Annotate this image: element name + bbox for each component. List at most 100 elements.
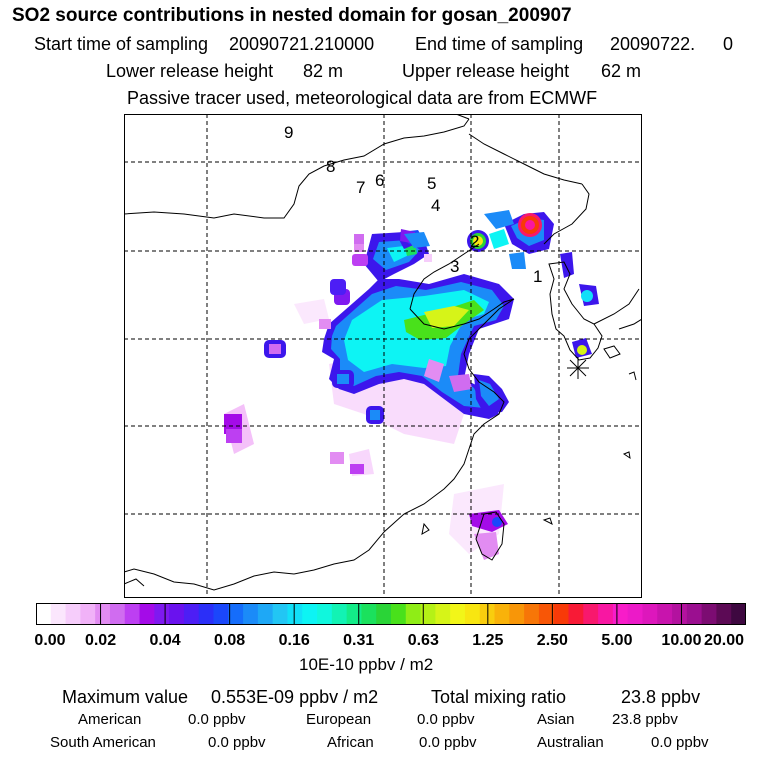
colorbar-cell bbox=[509, 603, 525, 625]
colorbar-cell bbox=[50, 603, 67, 625]
colorbar-tick-label: 20.00 bbox=[703, 632, 745, 649]
grid-lines bbox=[124, 114, 642, 598]
colorbar-cell bbox=[169, 603, 185, 625]
colorbar-cell bbox=[287, 603, 303, 625]
station-label-2: 2 bbox=[470, 232, 479, 251]
colorbar-cell bbox=[598, 603, 614, 625]
colorbar-tick-label: 0.63 bbox=[407, 632, 439, 649]
station-label-9: 9 bbox=[284, 123, 293, 142]
colorbar-cell bbox=[198, 603, 214, 625]
region-value: 23.8 ppbv bbox=[612, 711, 678, 728]
end-time-label: End time of sampling bbox=[415, 34, 584, 54]
colorbar bbox=[36, 603, 746, 625]
colorbar-cell bbox=[686, 603, 703, 625]
colorbar-cell bbox=[553, 603, 569, 625]
colorbar-cell bbox=[612, 603, 629, 625]
region-value: 0.0 ppbv bbox=[651, 734, 709, 751]
region-value: 0.0 ppbv bbox=[417, 711, 475, 728]
colorbar-cell bbox=[420, 603, 436, 625]
region-name: Asian bbox=[537, 711, 575, 728]
colorbar-cell bbox=[627, 603, 643, 625]
colorbar-tick-label: 1.25 bbox=[472, 632, 504, 649]
colorbar-cell bbox=[228, 603, 244, 625]
colorbar-cell bbox=[243, 603, 259, 625]
max-value-label: Maximum value bbox=[62, 687, 189, 707]
region-value: 0.0 ppbv bbox=[208, 734, 266, 751]
colorbar-cell bbox=[257, 603, 274, 625]
colorbar-cell bbox=[95, 603, 111, 625]
colorbar-cell bbox=[657, 603, 673, 625]
colorbar-cell bbox=[731, 603, 746, 625]
colorbar-cell bbox=[450, 603, 466, 625]
colorbar-cell bbox=[272, 603, 288, 625]
region-value: 0.0 ppbv bbox=[419, 734, 477, 751]
upper-height-label: Upper release height bbox=[402, 61, 570, 81]
max-value: 0.553E-09 ppbv / m2 bbox=[211, 687, 379, 707]
region-name: South American bbox=[50, 734, 156, 751]
plume-field bbox=[224, 210, 599, 560]
region-name: African bbox=[327, 734, 374, 751]
colorbar-cell bbox=[331, 603, 348, 625]
colorbar-cell bbox=[583, 603, 599, 625]
upper-height-value: 62 m bbox=[601, 61, 642, 81]
colorbar-cell bbox=[65, 603, 81, 625]
colorbar-cell bbox=[154, 603, 170, 625]
colorbar-cell bbox=[464, 603, 481, 625]
colorbar-tick-label: 0.08 bbox=[214, 632, 246, 649]
colorbar-cell bbox=[672, 603, 688, 625]
colorbar-cell bbox=[80, 603, 96, 625]
colorbar-unit: 10E-10 ppbv / m2 bbox=[299, 655, 434, 674]
colorbar-cell bbox=[701, 603, 717, 625]
colorbar-cell bbox=[213, 603, 229, 625]
colorbar-cell bbox=[361, 603, 377, 625]
end-time-value: 20090722. bbox=[610, 34, 696, 54]
coastlines bbox=[124, 114, 642, 591]
colorbar-cell bbox=[139, 603, 155, 625]
colorbar-cell bbox=[391, 603, 407, 625]
colorbar-cell bbox=[346, 603, 362, 625]
map-panel: 1 2 3 4 5 6 7 8 9 bbox=[124, 114, 642, 598]
colorbar-cell bbox=[36, 603, 52, 625]
colorbar-cell bbox=[317, 603, 333, 625]
tracer-note: Passive tracer used, meteorological data… bbox=[127, 88, 598, 108]
colorbar-cell bbox=[435, 603, 451, 625]
colorbar-cell bbox=[124, 603, 141, 625]
colorbar-tick-label: 10.00 bbox=[661, 632, 702, 649]
start-time-label: Start time of sampling bbox=[34, 34, 209, 54]
region-name: American bbox=[78, 711, 142, 728]
lower-height-label: Lower release height bbox=[106, 61, 274, 81]
colorbar-cell bbox=[302, 603, 318, 625]
lower-height-value: 82 m bbox=[303, 61, 344, 81]
start-time-value: 20090721.210000 bbox=[229, 34, 375, 54]
colorbar-cell bbox=[376, 603, 392, 625]
station-label-4: 4 bbox=[431, 196, 440, 215]
colorbar-cell bbox=[494, 603, 510, 625]
colorbar-tick-label: 0.16 bbox=[278, 632, 310, 649]
colorbar-cell bbox=[524, 603, 540, 625]
region-name: European bbox=[306, 711, 372, 728]
region-value: 0.0 ppbv bbox=[188, 711, 246, 728]
colorbar-cell bbox=[568, 603, 584, 625]
colorbar-tick-label: 2.50 bbox=[536, 632, 568, 649]
station-label-7: 7 bbox=[356, 178, 365, 197]
colorbar-cell bbox=[183, 603, 200, 625]
colorbar-cell bbox=[109, 603, 126, 625]
region-name: Australian bbox=[537, 734, 604, 751]
end-time-suffix: 0 bbox=[723, 34, 734, 54]
colorbar-tick-label: 0.02 bbox=[84, 632, 117, 649]
total-mixing-value: 23.8 ppbv bbox=[621, 687, 701, 707]
station-label-6: 6 bbox=[375, 171, 384, 190]
colorbar-tick-label: 0.00 bbox=[34, 632, 66, 649]
colorbar-cell bbox=[538, 603, 555, 625]
colorbar-tick-label: 0.31 bbox=[343, 632, 375, 649]
colorbar-cell bbox=[642, 603, 658, 625]
total-mixing-label: Total mixing ratio bbox=[431, 687, 567, 707]
station-label-5: 5 bbox=[427, 174, 436, 193]
receptor-marker bbox=[567, 357, 589, 379]
station-label-1: 1 bbox=[533, 267, 542, 286]
colorbar-tick-label: 5.00 bbox=[601, 632, 633, 649]
colorbar-tick-label: 0.04 bbox=[149, 632, 181, 649]
station-label-3: 3 bbox=[450, 257, 459, 276]
chart-title: SO2 source contributions in nested domai… bbox=[12, 5, 572, 26]
colorbar-cell bbox=[716, 603, 732, 625]
